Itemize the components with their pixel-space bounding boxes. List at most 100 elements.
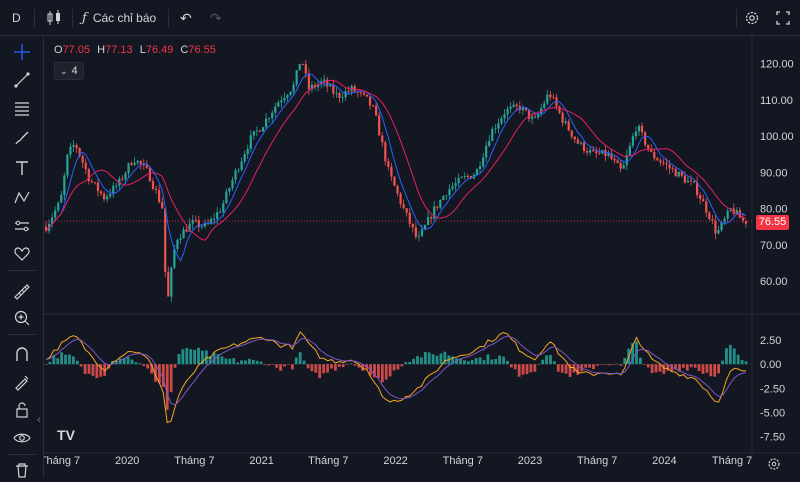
candle-body [237, 169, 240, 171]
candle-body [87, 169, 90, 182]
measure-icon [15, 220, 29, 232]
candle-body [677, 171, 680, 177]
time-axis[interactable]: Tháng 7 2020 Tháng 7 2021 Tháng 7 2022 Tháng 7… [44, 455, 780, 470]
histogram-bar [177, 354, 181, 365]
histogram-bar [161, 364, 165, 387]
histogram-bar [623, 357, 627, 365]
candle-body [219, 212, 222, 213]
lock-tool[interactable] [10, 398, 34, 422]
candle-body [509, 106, 512, 109]
candle-body [726, 210, 729, 219]
toolbar-divider [34, 9, 35, 27]
visibility-tool[interactable] [10, 426, 34, 450]
price-pane[interactable] [44, 59, 752, 303]
zoom-tool[interactable] [10, 306, 34, 330]
candle-body [533, 116, 537, 118]
macd-tick-label: -2.50 [760, 383, 785, 395]
candle-body [417, 235, 421, 237]
histogram-bar [595, 364, 599, 366]
candle-body [628, 145, 631, 156]
candle-body [231, 179, 234, 189]
macd-axis[interactable]: 2.50 0.00 -2.50 -5.00 -7.50 [760, 335, 785, 443]
top-toolbar: D ƒ Các chỉ báo ↶ ↷ [0, 0, 800, 36]
remove-tool[interactable] [10, 458, 34, 482]
candle-body [488, 141, 491, 147]
candle-body [607, 153, 610, 156]
histogram-bar [736, 354, 740, 365]
candle-body [631, 136, 634, 146]
candle-body [552, 97, 555, 99]
pattern-tool[interactable] [10, 186, 34, 210]
settings-button[interactable] [744, 0, 760, 36]
candle-body [445, 195, 448, 197]
histogram-bar [498, 355, 502, 365]
histogram-bar [693, 364, 697, 368]
chart-type-button[interactable] [44, 0, 64, 36]
trendline-tool[interactable] [10, 68, 34, 92]
chart-canvas[interactable]: 120.00 110.00 100.00 90.00 80.00 70.00 60.00 2… [44, 36, 800, 478]
favorites-tool[interactable] [10, 242, 34, 266]
ruler-tool[interactable] [10, 280, 34, 304]
macd-tick-label: -5.00 [760, 407, 785, 419]
candle-body [72, 145, 75, 147]
candle-body [304, 64, 307, 74]
histogram-bar [173, 364, 177, 368]
histogram-bar [267, 364, 271, 366]
indicators-toggle[interactable]: ⌄ 4 [54, 62, 84, 80]
candle-body [705, 201, 708, 213]
brush-tool[interactable] [10, 126, 34, 150]
candle-body [408, 212, 411, 224]
candle-body [347, 91, 350, 93]
histogram-bar [44, 364, 48, 365]
candle-body [478, 166, 482, 169]
interval-button[interactable]: D [12, 0, 21, 36]
histogram-bar [56, 358, 60, 365]
drawing-lock-tool[interactable] [10, 370, 34, 394]
brush-icon [15, 131, 29, 145]
collapse-toolbar-button[interactable]: ‹ [37, 414, 41, 426]
candle-body [54, 210, 57, 218]
histogram-bar [251, 359, 255, 365]
candle-body [426, 216, 430, 226]
candle-body [659, 160, 662, 163]
crosshair-icon [14, 44, 30, 60]
axis-settings-icon[interactable] [768, 458, 780, 470]
candle-body [274, 106, 277, 113]
macd-pane[interactable] [44, 331, 752, 424]
candle-body [344, 91, 347, 98]
histogram-bar [275, 364, 279, 368]
price-axis[interactable]: 120.00 110.00 100.00 90.00 80.00 70.00 60.00 [760, 59, 794, 288]
price-tick-label: 80.00 [760, 204, 788, 216]
magnet-tool[interactable] [10, 342, 34, 366]
candle-body [323, 79, 326, 82]
magnet-icon [16, 347, 28, 361]
candle-body [216, 212, 219, 219]
crosshair-tool[interactable] [10, 40, 34, 64]
indicators-button[interactable]: ƒ Các chỉ báo [82, 0, 156, 36]
candle-body [610, 153, 613, 159]
time-tick-label: Tháng 7 [712, 455, 752, 467]
candle-body [252, 131, 255, 136]
candle-body [503, 114, 506, 119]
fib-tool[interactable] [10, 96, 34, 120]
candle-body [708, 212, 711, 219]
histogram-bar [384, 364, 388, 380]
histogram-bar [588, 364, 591, 368]
measure-tool[interactable] [10, 214, 34, 238]
candle-body [442, 196, 445, 200]
redo-icon: ↷ [210, 9, 222, 26]
histogram-bar [552, 361, 556, 365]
candle-body [124, 173, 127, 180]
redo-button[interactable]: ↷ [210, 0, 222, 36]
time-tick-label: 2023 [518, 455, 542, 467]
fullscreen-button[interactable] [776, 0, 790, 36]
undo-button[interactable]: ↶ [180, 0, 192, 36]
text-tool[interactable] [10, 156, 34, 180]
close-label: C [180, 44, 189, 56]
candle-body [375, 105, 378, 116]
histogram-bar [294, 357, 298, 365]
histogram-bar [290, 364, 294, 370]
candle-body [176, 239, 179, 249]
tradingview-logo[interactable]: TV [57, 427, 75, 443]
candle-body [170, 267, 173, 297]
